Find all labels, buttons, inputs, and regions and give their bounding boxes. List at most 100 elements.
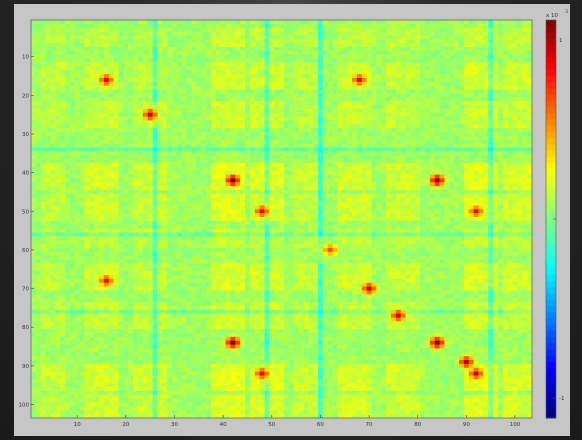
- heatmap-cell: [288, 159, 295, 164]
- heatmap-cell: [123, 143, 129, 148]
- heatmap-cell: [332, 174, 338, 179]
- heatmap-cell: [288, 139, 295, 145]
- heatmap-cell: [327, 43, 333, 48]
- heatmap-cell: [293, 147, 299, 152]
- heatmap-cell: [123, 193, 129, 199]
- heatmap-cell: [303, 132, 309, 137]
- heatmap-cell: [191, 39, 197, 44]
- heatmap-cell: [337, 35, 343, 40]
- heatmap-cell: [434, 58, 440, 63]
- heatmap-cell: [84, 174, 90, 179]
- heatmap-cell: [108, 139, 115, 145]
- heatmap-cell: [424, 128, 431, 133]
- heatmap-cell: [512, 54, 518, 60]
- heatmap-cell: [176, 147, 183, 152]
- heatmap-cell: [274, 50, 280, 56]
- heatmap-cell: [40, 162, 46, 168]
- heatmap-cell: [497, 159, 504, 164]
- heatmap-cell: [410, 120, 416, 125]
- heatmap-cell: [45, 81, 51, 87]
- heatmap-cell: [342, 62, 348, 67]
- heatmap-cell: [60, 39, 66, 44]
- heatmap-cell: [488, 23, 494, 29]
- heatmap-cell: [103, 112, 110, 117]
- heatmap-cell: [94, 182, 100, 187]
- heatmap-cell: [50, 120, 56, 125]
- heatmap-cell: [356, 35, 363, 40]
- heatmap-cell: [288, 97, 295, 102]
- heatmap-cell: [400, 143, 406, 148]
- heatmap-cell: [434, 101, 440, 106]
- heatmap-cell: [264, 159, 270, 164]
- heatmap-cell: [454, 108, 460, 114]
- heatmap-cell: [94, 77, 100, 83]
- heatmap-cell: [381, 54, 387, 60]
- heatmap-cell: [65, 108, 71, 114]
- heatmap-cell: [55, 39, 61, 44]
- heatmap-cell: [210, 74, 217, 79]
- heatmap-cell: [410, 132, 416, 137]
- heatmap-cell: [429, 27, 436, 32]
- heatmap-cell: [517, 47, 523, 52]
- heatmap-cell: [405, 70, 411, 75]
- heatmap-cell: [215, 124, 222, 129]
- heatmap-cell: [322, 162, 329, 168]
- heatmap-cell: [259, 66, 265, 71]
- heatmap-cell: [483, 20, 489, 25]
- heatmap-cell: [371, 174, 377, 179]
- heatmap-cell: [259, 31, 265, 36]
- heatmap-cell: [123, 166, 129, 172]
- heatmap-cell: [327, 54, 333, 60]
- heatmap-cell: [327, 128, 333, 133]
- heatmap-cell: [167, 108, 173, 114]
- heatmap-cell: [264, 62, 270, 67]
- heatmap-cell: [308, 58, 314, 63]
- heatmap-cell: [497, 81, 504, 87]
- heatmap-cell: [240, 50, 246, 56]
- heatmap-cell: [493, 23, 499, 29]
- heatmap-cell: [429, 23, 436, 29]
- heatmap-cell: [488, 101, 494, 106]
- heatmap-cell: [468, 66, 475, 71]
- heatmap-cell: [376, 35, 382, 40]
- heatmap-cell: [181, 31, 188, 36]
- heatmap-cell: [497, 139, 504, 145]
- heatmap-cell: [332, 93, 338, 98]
- heatmap-cell: [254, 162, 261, 168]
- heatmap-cell: [55, 201, 61, 206]
- heatmap-cell: [356, 43, 363, 48]
- heatmap-cell: [99, 89, 105, 94]
- heatmap-cell: [347, 108, 353, 114]
- heatmap-cell: [410, 31, 416, 36]
- heatmap-cell: [522, 201, 528, 206]
- heatmap-cell: [424, 101, 431, 106]
- heatmap-cell: [313, 178, 319, 183]
- heatmap-cell: [415, 128, 421, 133]
- heatmap-cell: [94, 143, 100, 148]
- heatmap-cell: [264, 128, 270, 133]
- heatmap-cell: [473, 58, 479, 63]
- heatmap-cell: [429, 105, 436, 110]
- heatmap-cell: [288, 190, 295, 195]
- heatmap-cell: [361, 50, 368, 56]
- heatmap-cell: [94, 159, 100, 164]
- heatmap-cell: [162, 77, 168, 83]
- heatmap-cell: [264, 139, 270, 145]
- heatmap-cell: [201, 193, 207, 199]
- heatmap-cell: [162, 70, 168, 75]
- heatmap-cell: [94, 54, 100, 60]
- heatmap-cell: [347, 31, 353, 36]
- heatmap-cell: [123, 89, 129, 94]
- heatmap-cell: [449, 147, 455, 152]
- heatmap-cell: [493, 35, 499, 40]
- heatmap-cell: [191, 190, 197, 195]
- heatmap-cell: [308, 120, 314, 125]
- heatmap-cell: [337, 143, 343, 148]
- heatmap-cell: [454, 35, 460, 40]
- heatmap-cell: [94, 74, 100, 79]
- heatmap-cell: [444, 74, 450, 79]
- heatmap-cell: [429, 50, 436, 56]
- heatmap-cell: [172, 20, 178, 25]
- heatmap-cell: [40, 47, 46, 52]
- heatmap-cell: [162, 143, 168, 148]
